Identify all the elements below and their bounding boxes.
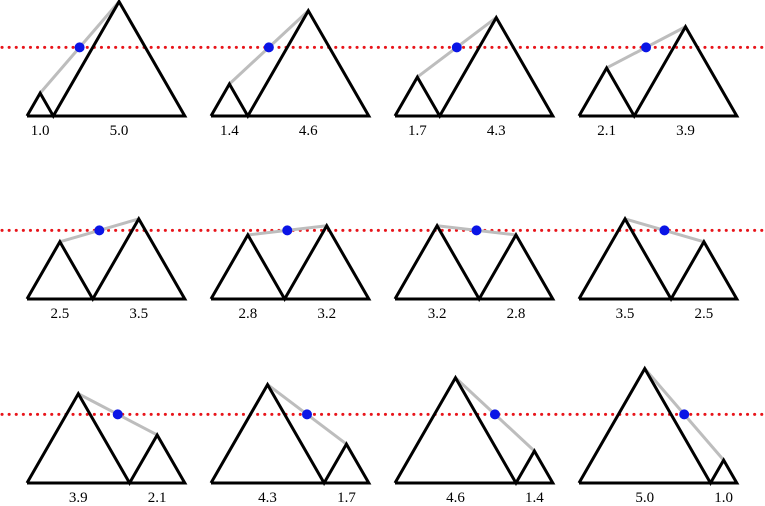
- midpoint: [471, 225, 482, 236]
- triangles: [209, 222, 372, 303]
- left-label: 1.7: [408, 123, 427, 139]
- triangles: [25, 0, 188, 120]
- left-label: 2.5: [51, 306, 70, 322]
- right-label: 3.2: [317, 306, 336, 322]
- right-label: 2.1: [148, 490, 167, 506]
- midpoint: [641, 42, 652, 53]
- right-label: 4.6: [299, 123, 318, 139]
- triangles: [25, 215, 188, 303]
- triangles: [577, 365, 740, 487]
- midpoint: [659, 225, 670, 236]
- triangles: [577, 215, 740, 303]
- triangles: [393, 374, 556, 487]
- right-label: 1.7: [337, 490, 356, 506]
- left-label: 4.6: [446, 490, 465, 506]
- left-label: 5.0: [635, 490, 654, 506]
- left-label: 3.2: [428, 306, 447, 322]
- midpoint: [94, 225, 105, 236]
- triangles: [393, 14, 556, 120]
- midpoint: [489, 409, 500, 420]
- left-label: 4.3: [258, 490, 277, 506]
- left-label: 3.9: [69, 490, 88, 506]
- right-label: 1.0: [714, 490, 733, 506]
- left-label: 1.0: [31, 123, 50, 139]
- left-label: 2.1: [597, 123, 616, 139]
- triangles: [209, 381, 372, 487]
- midpoint: [74, 42, 85, 53]
- left-label: 3.5: [616, 306, 635, 322]
- triangles: [209, 7, 372, 120]
- right-label: 4.3: [487, 123, 506, 139]
- midpoint: [282, 225, 293, 236]
- midpoint: [451, 42, 462, 53]
- midpoint: [679, 409, 690, 420]
- right-label: 5.0: [110, 123, 129, 139]
- right-label: 2.5: [695, 306, 714, 322]
- triangles: [393, 222, 556, 303]
- left-label: 2.8: [238, 306, 257, 322]
- right-label: 3.9: [676, 123, 695, 139]
- right-label: 1.4: [525, 490, 544, 506]
- right-label: 3.5: [129, 306, 148, 322]
- right-label: 2.8: [507, 306, 526, 322]
- midpoint: [301, 409, 312, 420]
- triangles: [577, 23, 740, 120]
- left-label: 1.4: [220, 123, 239, 139]
- triangles: [25, 390, 188, 487]
- midpoint: [263, 42, 274, 53]
- midpoint: [112, 409, 123, 420]
